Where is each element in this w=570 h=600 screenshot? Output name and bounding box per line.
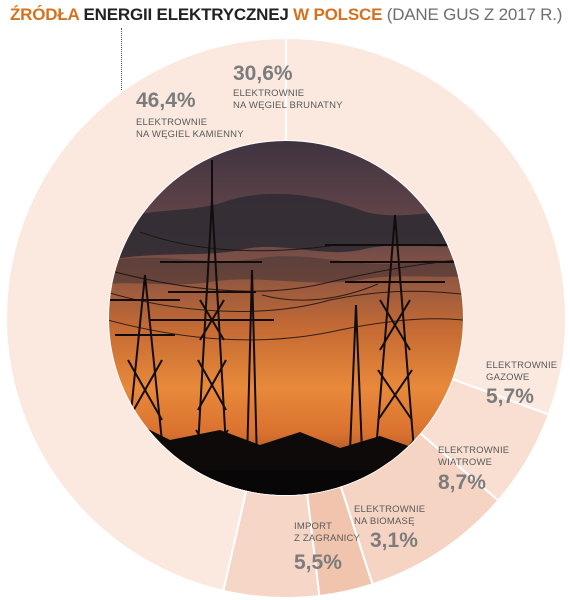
title-part-1: ŹRÓDŁA (10, 5, 79, 24)
slice-labels: 30,6% ELEKTROWNIE NA WĘGIEL BRUNATNY 46,… (136, 62, 557, 574)
label-name-wind-1: ELEKTROWNIE (438, 445, 509, 456)
label-value-lignite: 30,6% (233, 62, 293, 85)
donut-slices (5, 36, 567, 599)
label-value-import: 5,5% (294, 551, 342, 574)
title-part-2: ENERGII ELEKTRYCZNEJ (83, 5, 289, 24)
power-lines-sunset-photo (109, 141, 463, 495)
label-name-biomass-1: ELEKTROWNIE (354, 504, 425, 515)
label-name-hard-coal-2: NA WĘGIEL KAMIENNY (136, 129, 244, 140)
label-name-import-2: Z ZAGRANICY (294, 533, 361, 544)
label-name-import-1: IMPORT (294, 521, 332, 532)
label-value-wind: 8,7% (438, 471, 486, 494)
label-name-lignite-1: ELEKTROWNIE (233, 88, 304, 99)
label-name-wind-2: WIATROWE (438, 457, 492, 468)
title-leader-line (121, 28, 122, 112)
label-name-gas-1: ELEKTROWNIE (486, 360, 557, 371)
chart-title: ŹRÓDŁA ENERGII ELEKTRYCZNEJ W POLSCE (DA… (10, 4, 562, 26)
title-part-3: W POLSCE (293, 5, 383, 24)
label-name-gas-2: GAZOWE (486, 372, 529, 383)
label-name-lignite-2: NA WĘGIEL BRUNATNY (233, 100, 343, 111)
label-name-hard-coal-1: ELEKTROWNIE (136, 117, 207, 128)
label-value-biomass: 3,1% (370, 529, 418, 552)
title-part-4: (DANE GUS Z 2017 R.) (386, 5, 563, 24)
label-value-hard-coal: 46,4% (136, 89, 196, 112)
label-name-biomass-2: NA BIOMASĘ (354, 516, 415, 527)
label-value-gas: 5,7% (486, 385, 534, 408)
